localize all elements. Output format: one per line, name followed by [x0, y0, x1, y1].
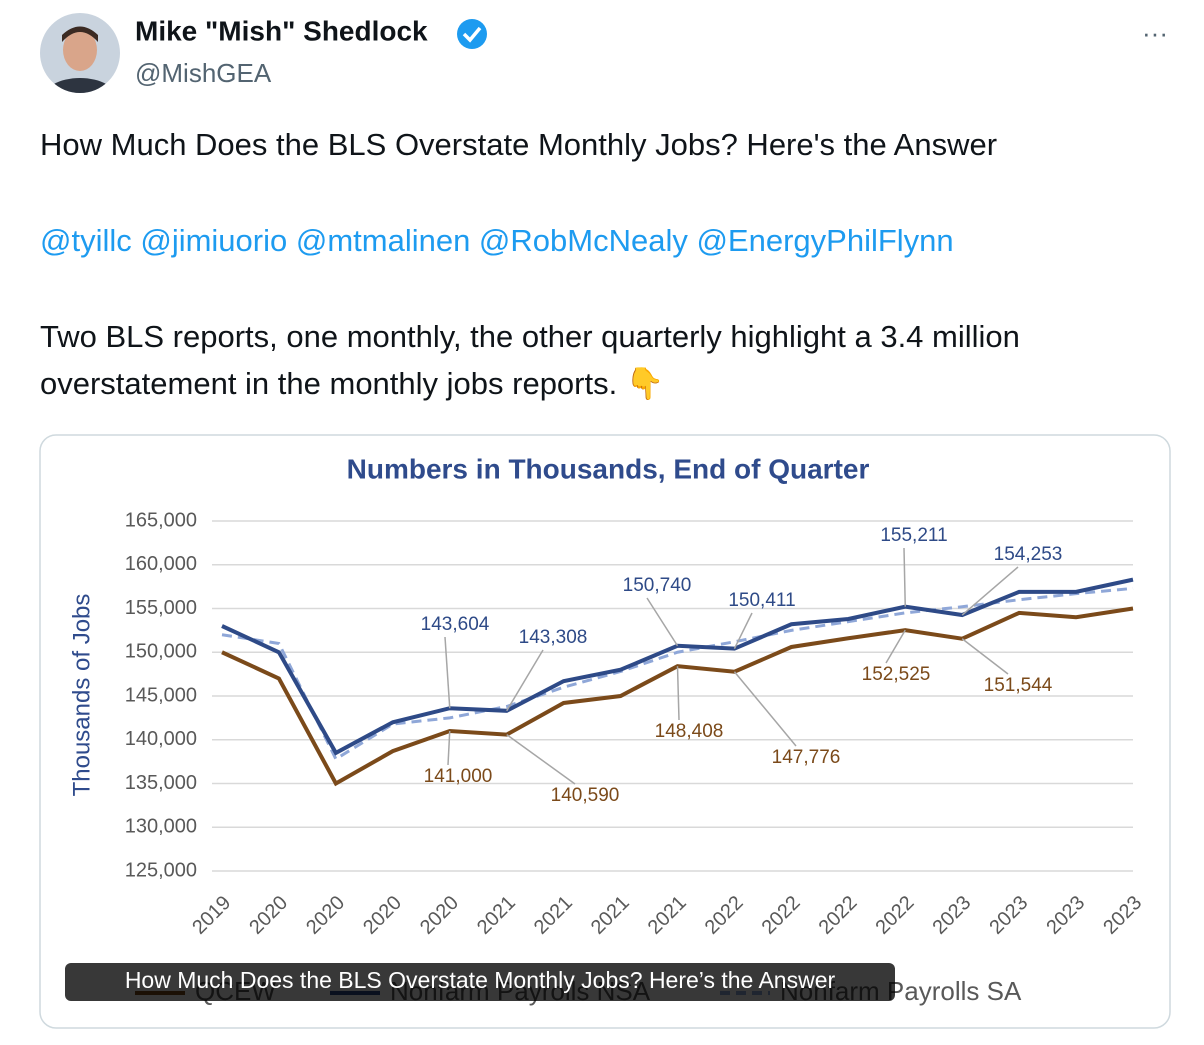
mentions[interactable]: @tyillc @jimiuorio @mtmalinen @RobMcNeal… — [40, 223, 954, 258]
y-tick-label: 155,000 — [125, 597, 197, 619]
leader-line — [733, 612, 753, 649]
leader-line — [506, 733, 576, 785]
data-label: 143,604 — [421, 614, 490, 635]
data-label: 148,408 — [655, 721, 724, 742]
y-tick-label: 150,000 — [125, 641, 197, 663]
leader-line — [444, 636, 451, 709]
data-label: 155,211 — [880, 525, 947, 546]
leader-line — [506, 649, 544, 712]
body-line: overstatement in the monthly jobs report… — [40, 366, 664, 402]
y-tick-label: 165,000 — [125, 509, 197, 531]
tweet-headline: How Much Does the BLS Overstate Monthly … — [40, 127, 997, 162]
data-label: 143,308 — [519, 627, 588, 648]
image-caption: How Much Does the BLS Overstate Monthly … — [125, 967, 836, 993]
y-tick-label: 135,000 — [125, 772, 197, 794]
data-label: 140,590 — [551, 785, 620, 806]
leader-line — [646, 597, 679, 647]
leader-line — [903, 547, 906, 607]
y-tick-label: 140,000 — [125, 728, 197, 750]
data-label: 154,253 — [994, 544, 1063, 565]
avatar[interactable] — [40, 13, 120, 122]
verified-badge — [457, 19, 487, 49]
leader-line — [961, 566, 1019, 616]
author-name[interactable]: Mike "Mish" Shedlock — [135, 15, 428, 46]
leader-line — [676, 666, 680, 721]
chart-subtitle: Numbers in Thousands, End of Quarter — [347, 453, 870, 484]
data-label: 150,411 — [728, 590, 795, 611]
leader-line — [733, 671, 797, 747]
leader-line — [961, 638, 1009, 675]
leader-line — [885, 629, 906, 664]
y-tick-label: 130,000 — [125, 816, 197, 838]
data-label: 150,740 — [623, 575, 692, 596]
data-label: 152,525 — [862, 664, 931, 685]
body-line: Two BLS reports, one monthly, the other … — [40, 319, 1020, 354]
series-line — [221, 586, 1134, 762]
more-button[interactable]: ··· — [1142, 18, 1168, 48]
y-tick-label: 160,000 — [125, 553, 197, 575]
handle[interactable]: @MishGEA — [135, 58, 272, 88]
y-axis-label: Thousands of Jobs — [68, 594, 95, 797]
y-tick-label: 125,000 — [125, 859, 197, 881]
media-card[interactable] — [39, 434, 1171, 1029]
data-label: 141,000 — [424, 766, 493, 787]
leader-line — [447, 730, 451, 766]
caption-box — [65, 963, 895, 1001]
y-tick-label: 145,000 — [125, 684, 197, 706]
data-label: 147,776 — [772, 747, 841, 768]
data-label: 151,544 — [984, 675, 1053, 696]
